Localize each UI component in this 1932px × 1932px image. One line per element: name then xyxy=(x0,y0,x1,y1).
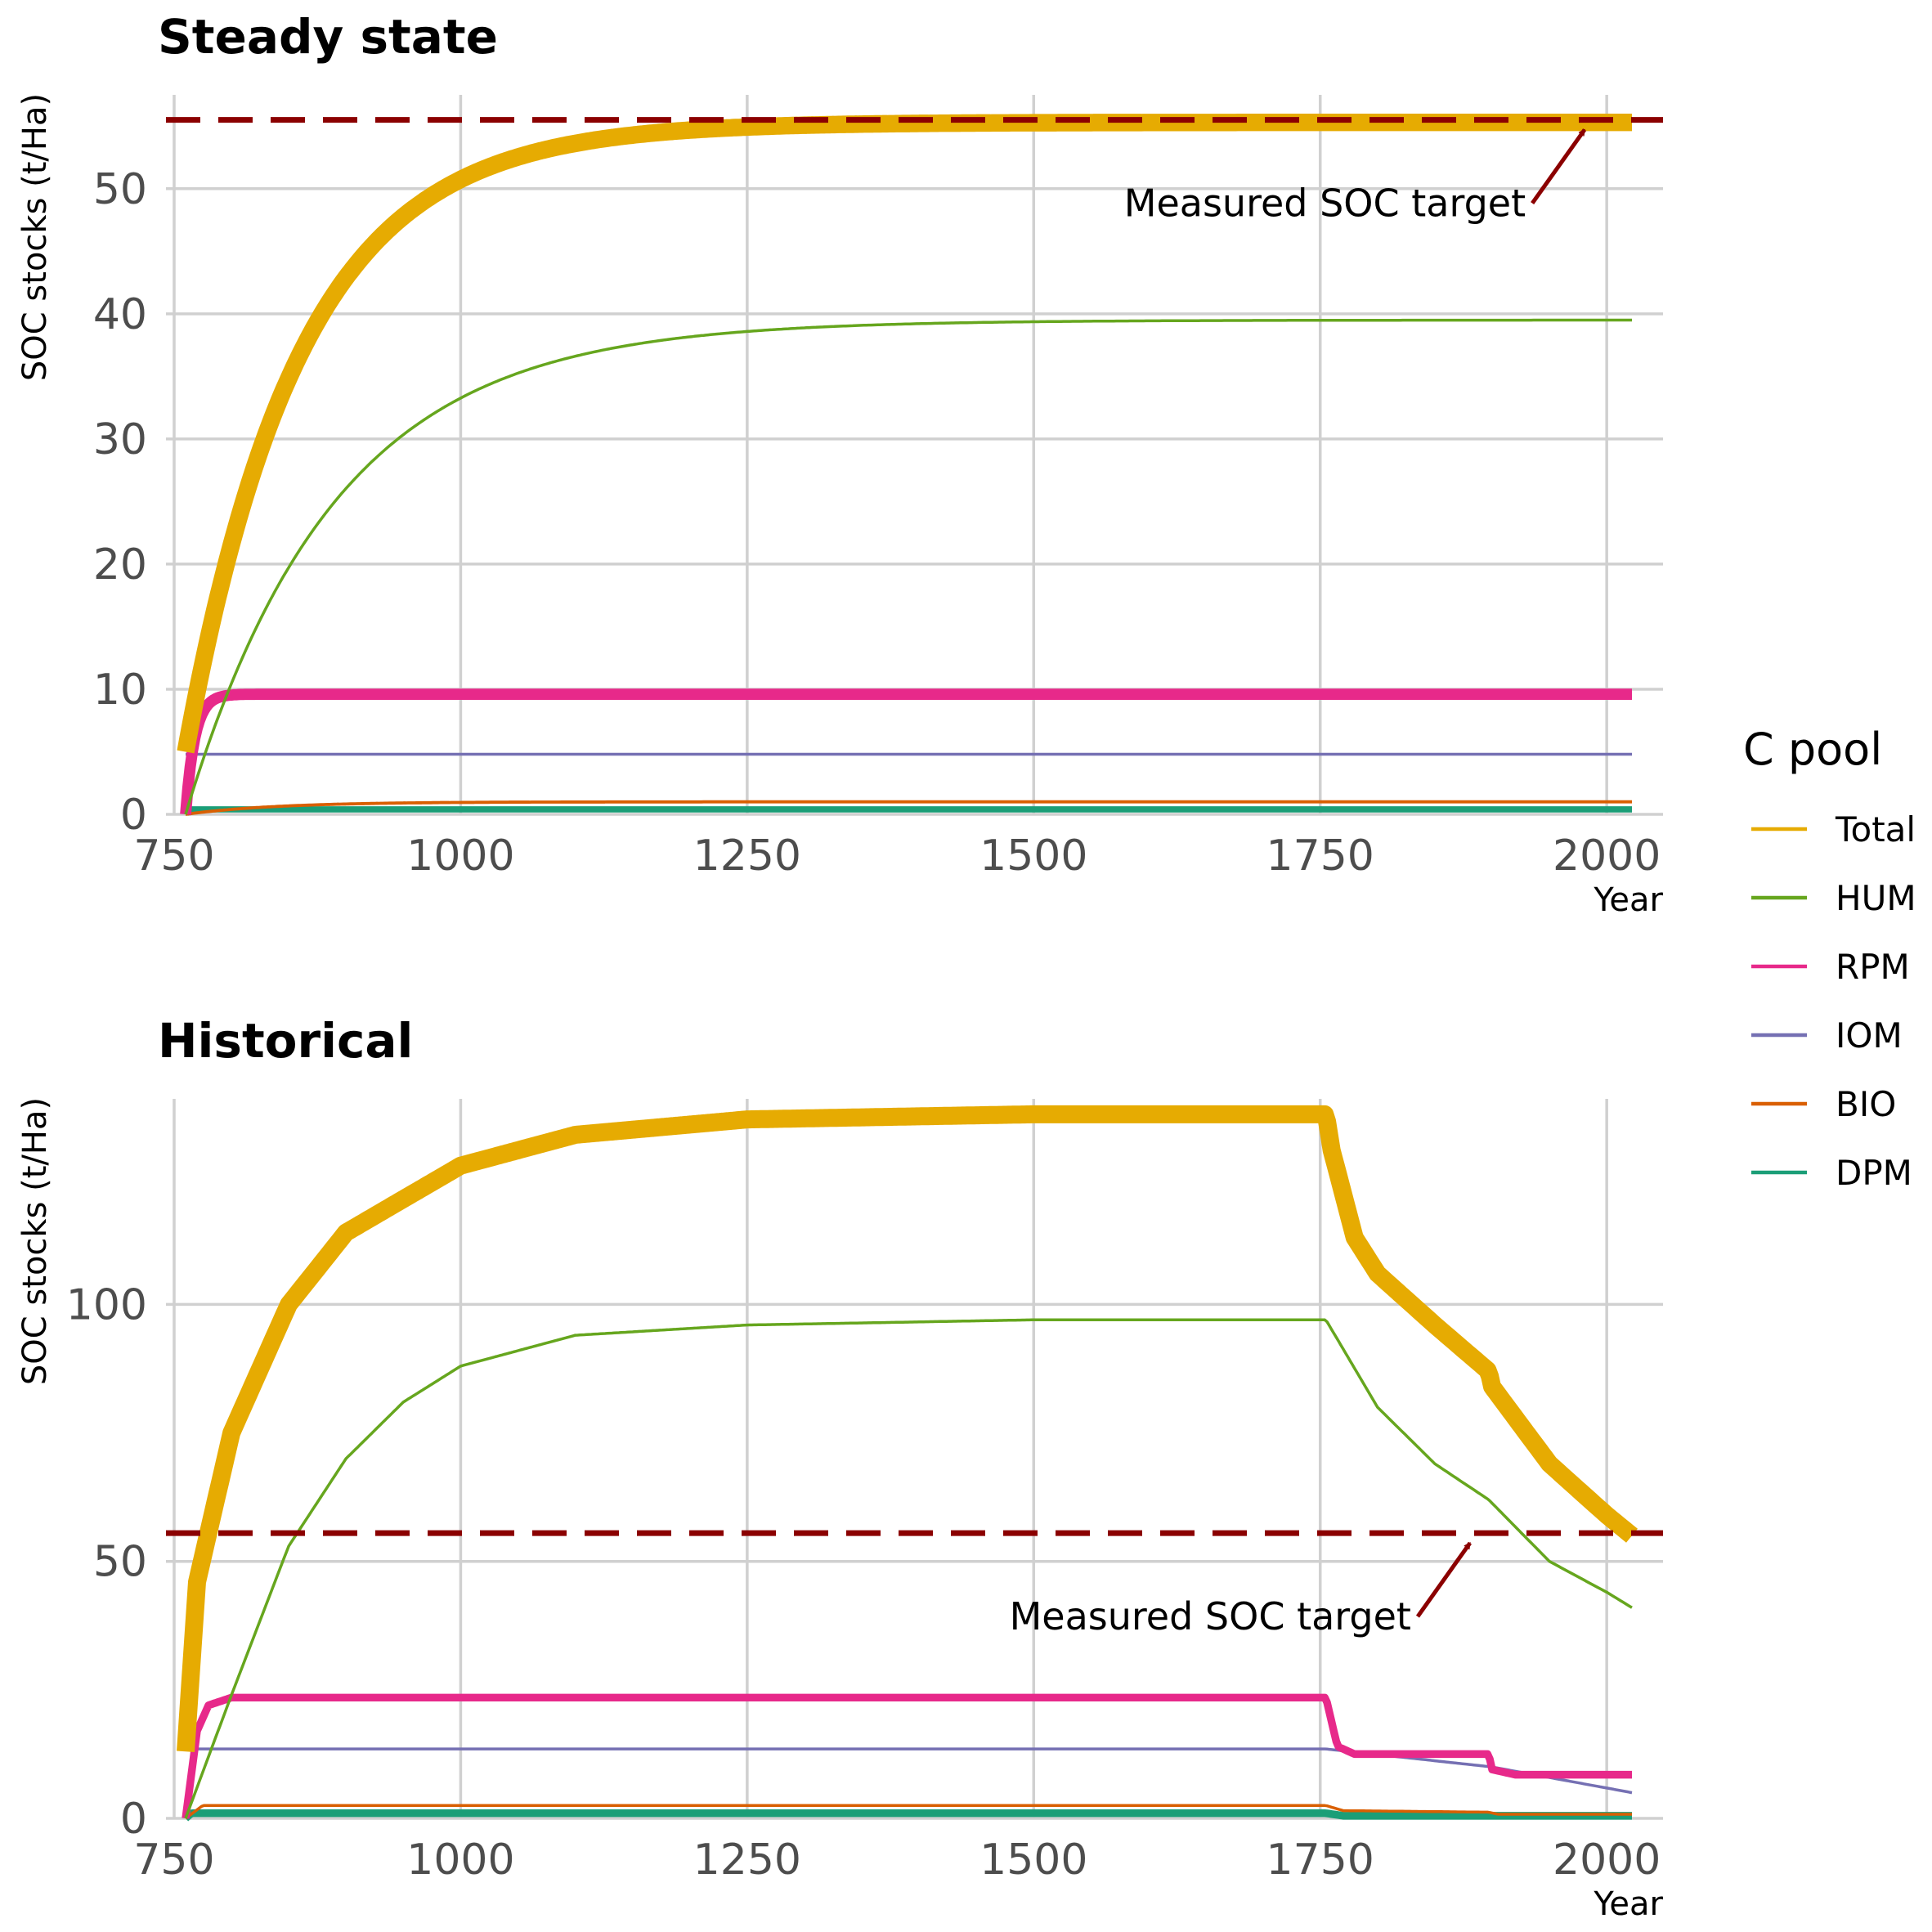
y-tick-label: 10 xyxy=(93,666,147,715)
tick-labels: 750 1000 1250 1500 1750 2000 0 10 20 30 40 50 xyxy=(93,165,1661,881)
tick-labels: 750 1000 1250 1500 1750 2000 0 50 100 xyxy=(66,1280,1661,1885)
y-tick-label: 20 xyxy=(93,540,147,589)
y-tick-label: 100 xyxy=(66,1280,147,1329)
x-tick-label: 1750 xyxy=(1266,1836,1374,1885)
x-tick-label: 1250 xyxy=(693,832,801,881)
series-line-dpm xyxy=(182,806,1634,816)
x-tick-label: 750 xyxy=(133,1836,214,1885)
target-arrow xyxy=(1415,1541,1472,1618)
y-tick-label: 50 xyxy=(93,1538,147,1587)
y-tick-label: 40 xyxy=(93,290,147,339)
series-line-rpm xyxy=(182,1693,1634,1819)
y-tick-label: 0 xyxy=(120,1795,147,1844)
x-tick-label: 1000 xyxy=(406,832,514,881)
y-axis-label: SOC stocks (t/Ha) xyxy=(16,93,54,381)
legend-items: Total HUM RPM IOM BIO DPM xyxy=(1751,809,1916,1193)
x-tick-label: 1000 xyxy=(406,1836,514,1885)
x-tick-label: 1500 xyxy=(979,832,1087,881)
legend-label-rpm: RPM xyxy=(1836,947,1910,987)
series-group xyxy=(177,113,1638,816)
series-line-dpm xyxy=(182,1809,1634,1822)
legend-label-bio: BIO xyxy=(1836,1084,1896,1124)
target-label: Measured SOC target xyxy=(1010,1594,1411,1638)
x-axis-label: Year xyxy=(1593,1885,1663,1923)
y-axis-label: SOC stocks (t/Ha) xyxy=(16,1097,54,1385)
historical-panel: Historical Measured SOC target 750 1000 12… xyxy=(16,1013,1664,1923)
grid xyxy=(166,95,1663,816)
target-line: Measured SOC target xyxy=(166,117,1663,226)
series-group xyxy=(177,1105,1639,1822)
series-line-hum xyxy=(184,1318,1633,1819)
series-line-total xyxy=(177,1105,1639,1753)
x-axis-label: Year xyxy=(1593,881,1663,919)
panel-title: Historical xyxy=(158,1013,413,1069)
legend-label-iom: IOM xyxy=(1836,1015,1903,1056)
target-label: Measured SOC target xyxy=(1124,182,1526,226)
y-tick-label: 30 xyxy=(93,415,147,464)
legend-title: C pool xyxy=(1743,724,1882,775)
legend: C pool Total HUM RPM IOM BIO DPM xyxy=(1743,724,1916,1193)
steady-state-panel: Steady state Measured SOC target 750 1000… xyxy=(16,9,1664,919)
series-line-bio xyxy=(185,800,1632,816)
x-tick-label: 1750 xyxy=(1266,832,1374,881)
target-arrow xyxy=(1531,128,1587,205)
x-tick-label: 2000 xyxy=(1553,832,1661,881)
x-tick-label: 750 xyxy=(133,832,214,881)
series-line-hum xyxy=(184,318,1632,815)
x-tick-label: 1500 xyxy=(979,1836,1087,1885)
legend-label-hum: HUM xyxy=(1836,878,1916,918)
target-line: Measured SOC target xyxy=(166,1530,1663,1638)
legend-label-dpm: DPM xyxy=(1836,1153,1912,1193)
panel-title: Steady state xyxy=(158,9,498,65)
series-line-rpm xyxy=(180,688,1636,815)
legend-label-total: Total xyxy=(1835,809,1916,849)
y-tick-label: 0 xyxy=(120,791,147,840)
y-tick-label: 50 xyxy=(93,165,147,214)
series-line-bio xyxy=(184,1804,1632,1820)
x-tick-label: 2000 xyxy=(1553,1836,1661,1885)
x-tick-label: 1250 xyxy=(693,1836,801,1885)
